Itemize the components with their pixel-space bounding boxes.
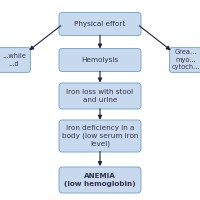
Text: Hemolysis: Hemolysis [81,57,119,63]
Text: Physical effort: Physical effort [74,21,126,27]
FancyBboxPatch shape [0,48,30,72]
FancyBboxPatch shape [59,167,141,193]
Text: ...while
...d: ...while ...d [2,53,26,67]
FancyBboxPatch shape [59,120,141,152]
FancyBboxPatch shape [59,48,141,72]
FancyBboxPatch shape [59,12,141,36]
Text: Iron deficiency in a
body (low serum iron
level): Iron deficiency in a body (low serum iro… [62,125,138,147]
FancyBboxPatch shape [59,83,141,109]
Text: Grea...
myo...
cytoch...: Grea... myo... cytoch... [172,49,200,71]
FancyBboxPatch shape [170,48,200,72]
Text: Iron loss with stool
and urine: Iron loss with stool and urine [66,89,134,103]
Text: ANEMIA
(low hemoglobin): ANEMIA (low hemoglobin) [64,173,136,187]
